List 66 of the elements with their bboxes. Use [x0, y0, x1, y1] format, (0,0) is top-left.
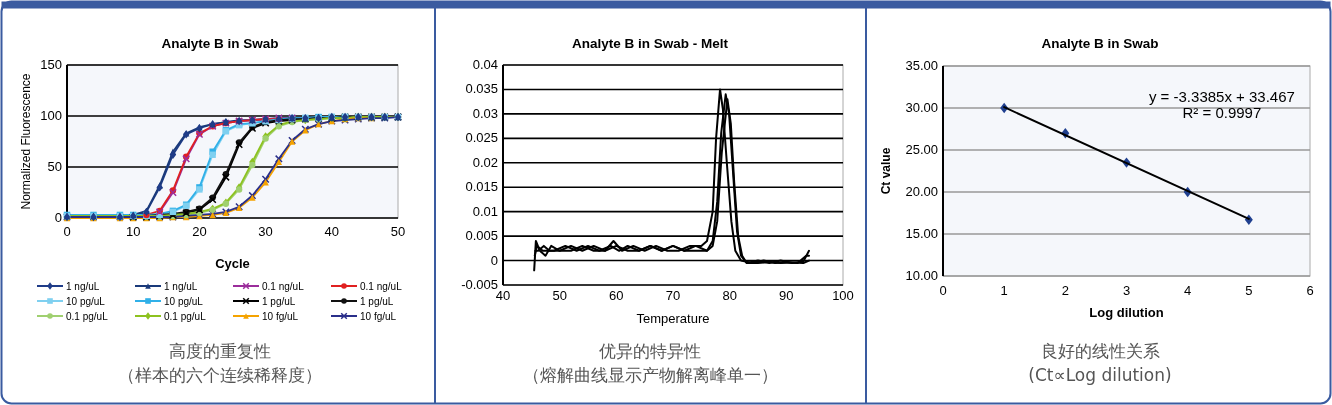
y-tick-label: 0.03 — [472, 105, 498, 121]
x-tick-label: 70 — [665, 288, 681, 303]
text: （样本的六个连续稀释度） — [118, 365, 322, 385]
x-tick-label: 2 — [1061, 283, 1069, 298]
text: 良好的线性关系 — [1040, 341, 1160, 361]
y-tick-label: 0.04 — [472, 57, 498, 72]
y-tick-label: 150 — [40, 57, 62, 72]
legend-label: 0.1 pg/uL — [66, 310, 109, 322]
legend-label: 10 pg/uL — [66, 295, 106, 307]
y-tick-label: 30.00 — [905, 100, 938, 115]
legend-label: 10 fg/uL — [360, 310, 397, 322]
y-tick-label: 100 — [40, 108, 62, 123]
annotation: y = -3.3385x + 33.467 — [1148, 88, 1295, 105]
legend-label: 10 pg/uL — [164, 295, 204, 307]
y-tick-label: -0.005 — [461, 277, 498, 292]
x-tick-label: 90 — [779, 288, 794, 303]
x-tick-label: 10 — [125, 224, 141, 239]
y-tick-label: 0.025 — [465, 130, 498, 146]
y-tick-label: 50 — [47, 159, 62, 174]
y-tick-label: 35.00 — [905, 58, 938, 73]
legend-label: 10 fg/uL — [262, 310, 299, 322]
legend-label: 1 ng/uL — [66, 280, 100, 292]
chart-title: Analyte B in Swab - Melt — [571, 36, 729, 51]
x-tick-label: 5 — [1245, 283, 1253, 298]
legend-label: 1 pg/uL — [262, 295, 296, 307]
y-tick-label: 15.00 — [905, 226, 938, 241]
legend-label: 0.1 ng/uL — [262, 280, 305, 292]
x-tick-label: 4 — [1184, 283, 1192, 298]
y-tick-label: 0.035 — [465, 81, 498, 97]
y-tick-label: 25.00 — [905, 142, 938, 157]
x-axis-title: Log dilution — [1089, 305, 1164, 320]
y-tick-label: 0 — [54, 210, 62, 225]
legend-label: 0.1 pg/uL — [164, 310, 207, 322]
x-tick-label: 40 — [324, 224, 340, 239]
x-tick-label: 100 — [832, 288, 854, 303]
y-tick-label: 20.00 — [905, 184, 938, 199]
text: (Ct∝Log dilution) — [1028, 365, 1172, 385]
annotation: R² = 0.9997 — [1182, 104, 1262, 121]
chart-title: Analyte B in Swab — [161, 36, 279, 51]
y-axis-title: Ct value — [879, 147, 893, 195]
x-tick-label: 6 — [1306, 283, 1314, 298]
y-axis-title: Normalized Fluorescence — [19, 73, 33, 210]
legend-label: 0.1 ng/uL — [360, 280, 403, 292]
text: 优异的特异性 — [599, 341, 701, 361]
text: 高度的重复性 — [169, 341, 271, 361]
x-tick-label: 3 — [1122, 283, 1131, 298]
x-tick-label: 20 — [192, 224, 207, 239]
legend-label: 1 ng/uL — [164, 280, 198, 292]
x-axis-title: Cycle — [215, 256, 250, 271]
text: （熔解曲线显示产物解离峰单一） — [522, 365, 778, 385]
x-tick-label: 80 — [722, 288, 737, 303]
y-tick-label: 10.00 — [905, 268, 938, 283]
x-tick-label: 1 — [1000, 283, 1008, 298]
x-tick-label: 50 — [552, 288, 567, 303]
x-tick-label: 60 — [609, 288, 624, 303]
y-tick-label: 0 — [490, 252, 498, 268]
y-tick-label: 0.02 — [472, 154, 498, 170]
y-tick-label: 0.01 — [472, 203, 498, 219]
x-axis-title: Temperature — [636, 311, 710, 326]
legend-label: 1 pg/uL — [360, 295, 394, 307]
x-tick-label: 30 — [258, 224, 273, 239]
x-tick-label: 50 — [390, 224, 406, 239]
y-tick-label: 0.015 — [465, 179, 498, 195]
x-tick-label: 40 — [495, 288, 511, 303]
y-tick-label: 0.005 — [465, 228, 498, 244]
chart-title: Analyte B in Swab — [1041, 36, 1159, 51]
